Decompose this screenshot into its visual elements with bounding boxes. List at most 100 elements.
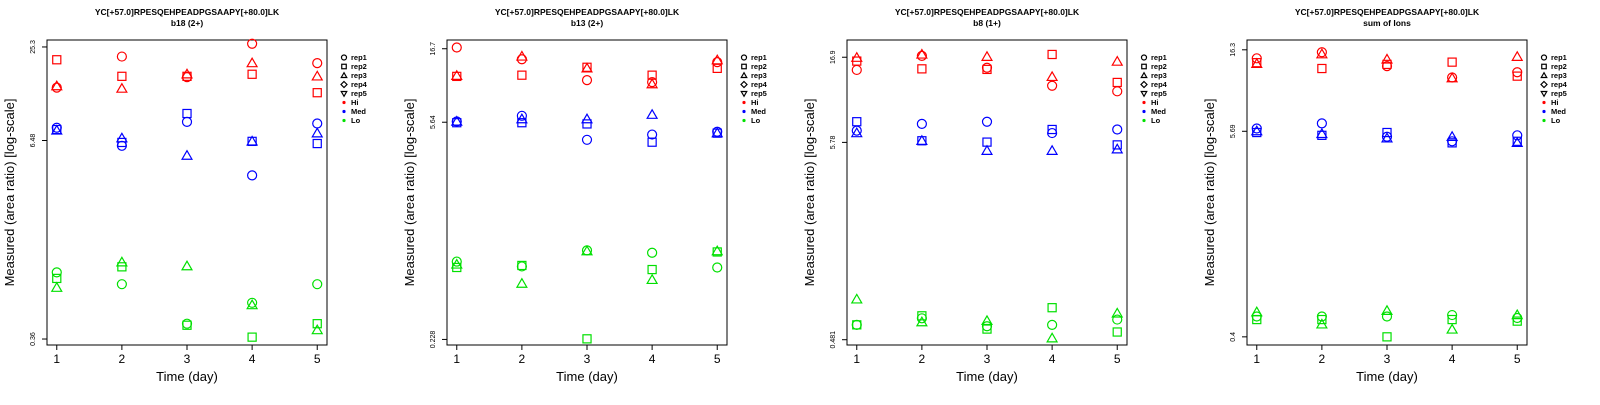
data-point-lo-rep3 (581, 244, 593, 256)
data-point-hi-rep2 (1512, 71, 1522, 81)
data-point-hi-rep3 (1111, 55, 1124, 66)
data-point-med-rep3 (981, 144, 993, 155)
data-point-lo-rep2 (852, 320, 862, 330)
data-point-hi-rep1 (51, 82, 62, 93)
x-axis-label: Time (day) (1356, 369, 1418, 384)
y-tick-label: 16.7 (430, 42, 437, 56)
data-point-med-rep3 (646, 108, 659, 119)
legend-label-rep3: rep3 (751, 71, 767, 80)
legend-dot-med (342, 109, 346, 114)
data-point-lo-rep3 (646, 273, 659, 285)
data-point-lo-rep2 (917, 311, 927, 321)
x-tick-label: 1 (453, 352, 460, 366)
data-point-hi-rep2 (452, 71, 462, 82)
legend-dot-lo (742, 118, 746, 123)
data-point-med-rep1 (1112, 124, 1123, 135)
x-tick-label: 5 (1114, 352, 1121, 366)
data-point-hi-rep2 (312, 88, 322, 98)
data-point-med-rep2 (1047, 124, 1057, 135)
y-tick-label: 0.228 (430, 331, 437, 349)
x-tick-label: 3 (984, 352, 991, 366)
x-tick-label: 4 (649, 352, 656, 366)
data-point-lo-rep1 (851, 319, 862, 330)
x-tick-label: 3 (1384, 352, 1391, 366)
data-point-hi-rep3 (1381, 53, 1393, 64)
legend-label-rep1: rep1 (351, 53, 367, 62)
data-point-med-rep1 (247, 170, 258, 181)
data-point-med-rep2 (582, 119, 592, 129)
y-tick-label: 0.4 (1230, 332, 1237, 342)
legend-symbol-rep3 (340, 71, 348, 79)
data-point-lo-rep2 (312, 319, 322, 329)
legend-label-rep1: rep1 (1551, 53, 1567, 62)
legend-label-med: Med (751, 107, 766, 116)
data-point-lo-rep1 (451, 256, 462, 267)
data-point-hi-rep2 (1447, 57, 1457, 67)
data-point-hi-rep2 (1047, 49, 1057, 60)
data-points (850, 48, 1124, 343)
x-tick-label: 2 (519, 352, 526, 366)
data-point-lo-rep2 (247, 332, 257, 342)
chart-subtitle: b13 (2+) (571, 18, 604, 28)
x-tick-label: 5 (314, 352, 321, 366)
data-point-hi-rep1 (1316, 47, 1327, 58)
data-point-lo-rep2 (517, 260, 527, 271)
data-point-lo-rep2 (582, 334, 592, 344)
legend-dot-hi (342, 100, 346, 105)
data-point-med-rep3 (1250, 125, 1263, 136)
data-point-med-rep3 (581, 113, 593, 124)
x-tick-label: 2 (119, 352, 126, 366)
data-point-lo-rep3 (1111, 307, 1124, 318)
data-point-lo-rep1 (181, 318, 193, 329)
legend-dot-hi (742, 100, 746, 105)
data-point-med-rep1 (981, 116, 993, 127)
data-point-hi-rep3 (850, 51, 863, 62)
data-point-hi-rep3 (50, 80, 63, 91)
data-point-hi-rep3 (1250, 57, 1263, 69)
data-point-hi-rep1 (1047, 80, 1058, 91)
data-point-hi-rep1 (916, 50, 927, 61)
chart-subtitle: b8 (1+) (973, 18, 1001, 28)
data-point-hi-rep3 (515, 50, 528, 61)
data-point-med-rep3 (115, 132, 128, 143)
legend-label-rep3: rep3 (1151, 71, 1167, 80)
y-axis-label: Measured (area ratio) [log-scale] (2, 99, 17, 287)
legend-dot-hi (1542, 100, 1546, 105)
legend-symbol-rep4 (340, 80, 348, 89)
data-point-hi-rep2 (982, 64, 992, 75)
data-point-lo-rep3 (850, 293, 863, 304)
chart-title: YC[+57.0]RPESQEHPEADPGSAAPY[+80.0]LK (95, 7, 280, 17)
legend-label-rep4: rep4 (751, 80, 768, 89)
legend-symbol-rep5 (1140, 90, 1148, 98)
data-point-med-rep3 (850, 126, 863, 138)
data-point-med-rep1 (581, 134, 593, 145)
data-point-med-rep2 (1112, 140, 1122, 150)
data-point-hi-rep2 (917, 64, 927, 74)
data-point-lo-rep1 (51, 267, 62, 278)
legend-label-med: Med (1151, 107, 1166, 116)
data-point-hi-rep2 (247, 69, 257, 79)
legend-label-hi: Hi (351, 98, 359, 107)
legend-dot-med (742, 109, 746, 114)
legend-label-lo: Lo (1151, 116, 1161, 125)
legend-label-rep4: rep4 (351, 80, 368, 89)
data-point-hi-rep3 (1046, 70, 1059, 82)
data-point-lo-rep3 (1250, 306, 1263, 317)
data-point-hi-rep3 (646, 77, 659, 89)
x-tick-label: 5 (1514, 352, 1521, 366)
y-axis-label: Measured (area ratio) [log-scale] (402, 99, 417, 287)
y-axis-label: Measured (area ratio) [log-scale] (802, 99, 817, 287)
data-point-hi-rep2 (52, 55, 62, 65)
legend-dot-lo (1542, 118, 1546, 123)
data-point-med-rep3 (515, 113, 528, 124)
data-point-lo-rep3 (450, 258, 463, 269)
legend-dot-lo (1142, 118, 1146, 123)
legend-label-hi: Hi (1151, 98, 1159, 107)
legend-label-rep1: rep1 (1151, 53, 1167, 62)
data-point-hi-rep1 (312, 58, 323, 69)
legend-label-rep5: rep5 (751, 89, 767, 98)
legend-label-rep2: rep2 (1151, 62, 1167, 71)
legend-label-lo: Lo (1551, 116, 1561, 125)
